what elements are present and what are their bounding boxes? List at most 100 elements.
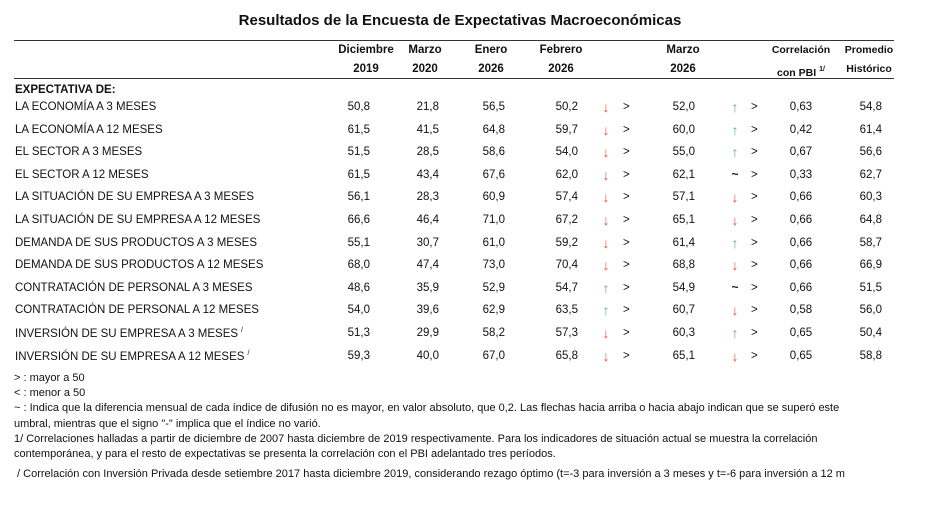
rule	[14, 78, 894, 79]
cell-value: 35,9	[416, 281, 439, 294]
sign: >	[623, 236, 630, 249]
footnote: > : mayor a 50	[14, 372, 85, 384]
cell-value: 0,65	[789, 327, 813, 339]
column-header: Enero	[474, 44, 508, 56]
cell-value: 40,0	[416, 349, 439, 362]
trend-indicator: ↑	[602, 302, 610, 319]
cell-value: 0,33	[789, 168, 813, 181]
cell-value: 60,3	[672, 327, 695, 339]
trend-indicator: ↓	[731, 257, 739, 274]
cell-value: 60,3	[859, 191, 882, 204]
row-label: LA SITUACIÓN DE SU EMPRESA A 12 MESES	[15, 214, 261, 226]
sign: >	[623, 327, 630, 339]
cell-value: 60,0	[672, 123, 695, 136]
cell-value: 50,4	[859, 327, 882, 339]
cell-value: 30,7	[416, 236, 439, 249]
cell-value: 57,3	[555, 327, 578, 339]
cell-value: 54,7	[555, 281, 578, 294]
cell-value: 28,3	[416, 191, 439, 204]
trend-indicator: ↑	[731, 121, 739, 138]
sign: >	[623, 214, 630, 226]
sign: >	[751, 236, 758, 249]
row-label: LA ECONOMÍA A 12 MESES	[15, 123, 163, 136]
cell-value: 54,8	[859, 101, 882, 113]
cell-value: 67,2	[555, 214, 578, 226]
cell-value: 29,9	[416, 327, 439, 339]
column-header: 2020	[412, 63, 438, 75]
column-header: 2026	[548, 63, 574, 75]
cell-value: 41,5	[416, 123, 439, 136]
column-header: 2026	[478, 63, 504, 75]
cell-value: 0,66	[789, 281, 813, 294]
trend-indicator: ↓	[731, 189, 739, 206]
column-header: Febrero	[539, 44, 583, 56]
trend-indicator: ↑	[731, 325, 739, 341]
cell-value: 61,5	[347, 123, 370, 136]
cell-value: 63,5	[555, 304, 578, 317]
cell-value: 59,2	[555, 236, 578, 249]
row-label: EL SECTOR A 3 MESES	[15, 146, 143, 159]
trend-indicator: ↓	[602, 347, 610, 364]
cell-value: 67,6	[482, 168, 505, 181]
cell-value: 56,6	[859, 146, 882, 159]
cell-value: 58,2	[482, 327, 505, 339]
cell-value: 54,9	[672, 281, 695, 294]
cell-value: 65,1	[672, 349, 695, 362]
trend-indicator: ↓	[731, 302, 739, 319]
sign: >	[623, 349, 630, 362]
sign: >	[751, 214, 758, 226]
footnote: 1/ Correlaciones halladas a partir de di…	[14, 432, 818, 445]
trend-indicator: ↓	[731, 347, 739, 364]
cell-value: 66,9	[859, 259, 882, 272]
trend-indicator: ↓	[602, 212, 610, 228]
row-label: INVERSIÓN DE SU EMPRESA A 3 MESES /	[15, 327, 243, 340]
cell-value: 39,6	[416, 304, 439, 317]
cell-value: 68,8	[672, 259, 695, 272]
cell-value: 62,7	[859, 168, 882, 181]
cell-value: 47,4	[416, 259, 439, 272]
cell-value: 52,0	[672, 101, 695, 113]
cell-value: 0,42	[789, 123, 813, 136]
cell-value: 61,5	[347, 168, 370, 181]
sign: >	[751, 281, 758, 294]
rule	[14, 40, 894, 41]
cell-value: 0,66	[789, 214, 813, 226]
trend-indicator: ↑	[602, 279, 610, 296]
sign: >	[623, 191, 630, 204]
footnote: ~ : Indica que la diferencia mensual de …	[14, 402, 840, 415]
cell-value: 0,66	[789, 259, 813, 272]
cell-value: 61,4	[859, 123, 882, 136]
sign: >	[751, 168, 758, 181]
superscript: /	[241, 327, 243, 334]
cell-value: 56,1	[347, 191, 370, 204]
section-label: EXPECTATIVA DE:	[15, 84, 116, 96]
sign: >	[751, 191, 758, 204]
cell-value: 64,8	[482, 123, 505, 136]
trend-indicator: ↓	[602, 325, 610, 341]
column-header: 2019	[353, 63, 379, 75]
trend-indicator: ↓	[602, 257, 610, 274]
footnote: < : menor a 50	[14, 387, 86, 400]
cell-value: 61,0	[482, 236, 505, 249]
footnote: umbral, mientras que el signo "-" implic…	[14, 417, 321, 430]
cell-value: 68,0	[347, 259, 370, 272]
cell-value: 60,9	[482, 191, 505, 204]
superscript: /	[247, 349, 250, 357]
column-header: Marzo	[408, 44, 442, 56]
sign: >	[623, 101, 630, 113]
cell-value: 51,5	[347, 146, 370, 159]
cell-value: 65,1	[672, 214, 695, 226]
cell-value: 60,7	[672, 304, 695, 317]
cell-value: 54,0	[555, 146, 578, 159]
sign: >	[623, 259, 630, 272]
cell-value: 58,8	[859, 349, 882, 362]
cell-value: 55,1	[347, 236, 370, 249]
trend-indicator: ↑	[731, 234, 739, 251]
cell-value: 66,6	[347, 214, 370, 226]
cell-value: 0,67	[789, 146, 813, 159]
cell-value: 61,4	[672, 236, 695, 249]
cell-value: 48,6	[347, 281, 370, 294]
cell-value: 65,8	[555, 349, 578, 362]
cell-value: 67,0	[482, 349, 505, 362]
